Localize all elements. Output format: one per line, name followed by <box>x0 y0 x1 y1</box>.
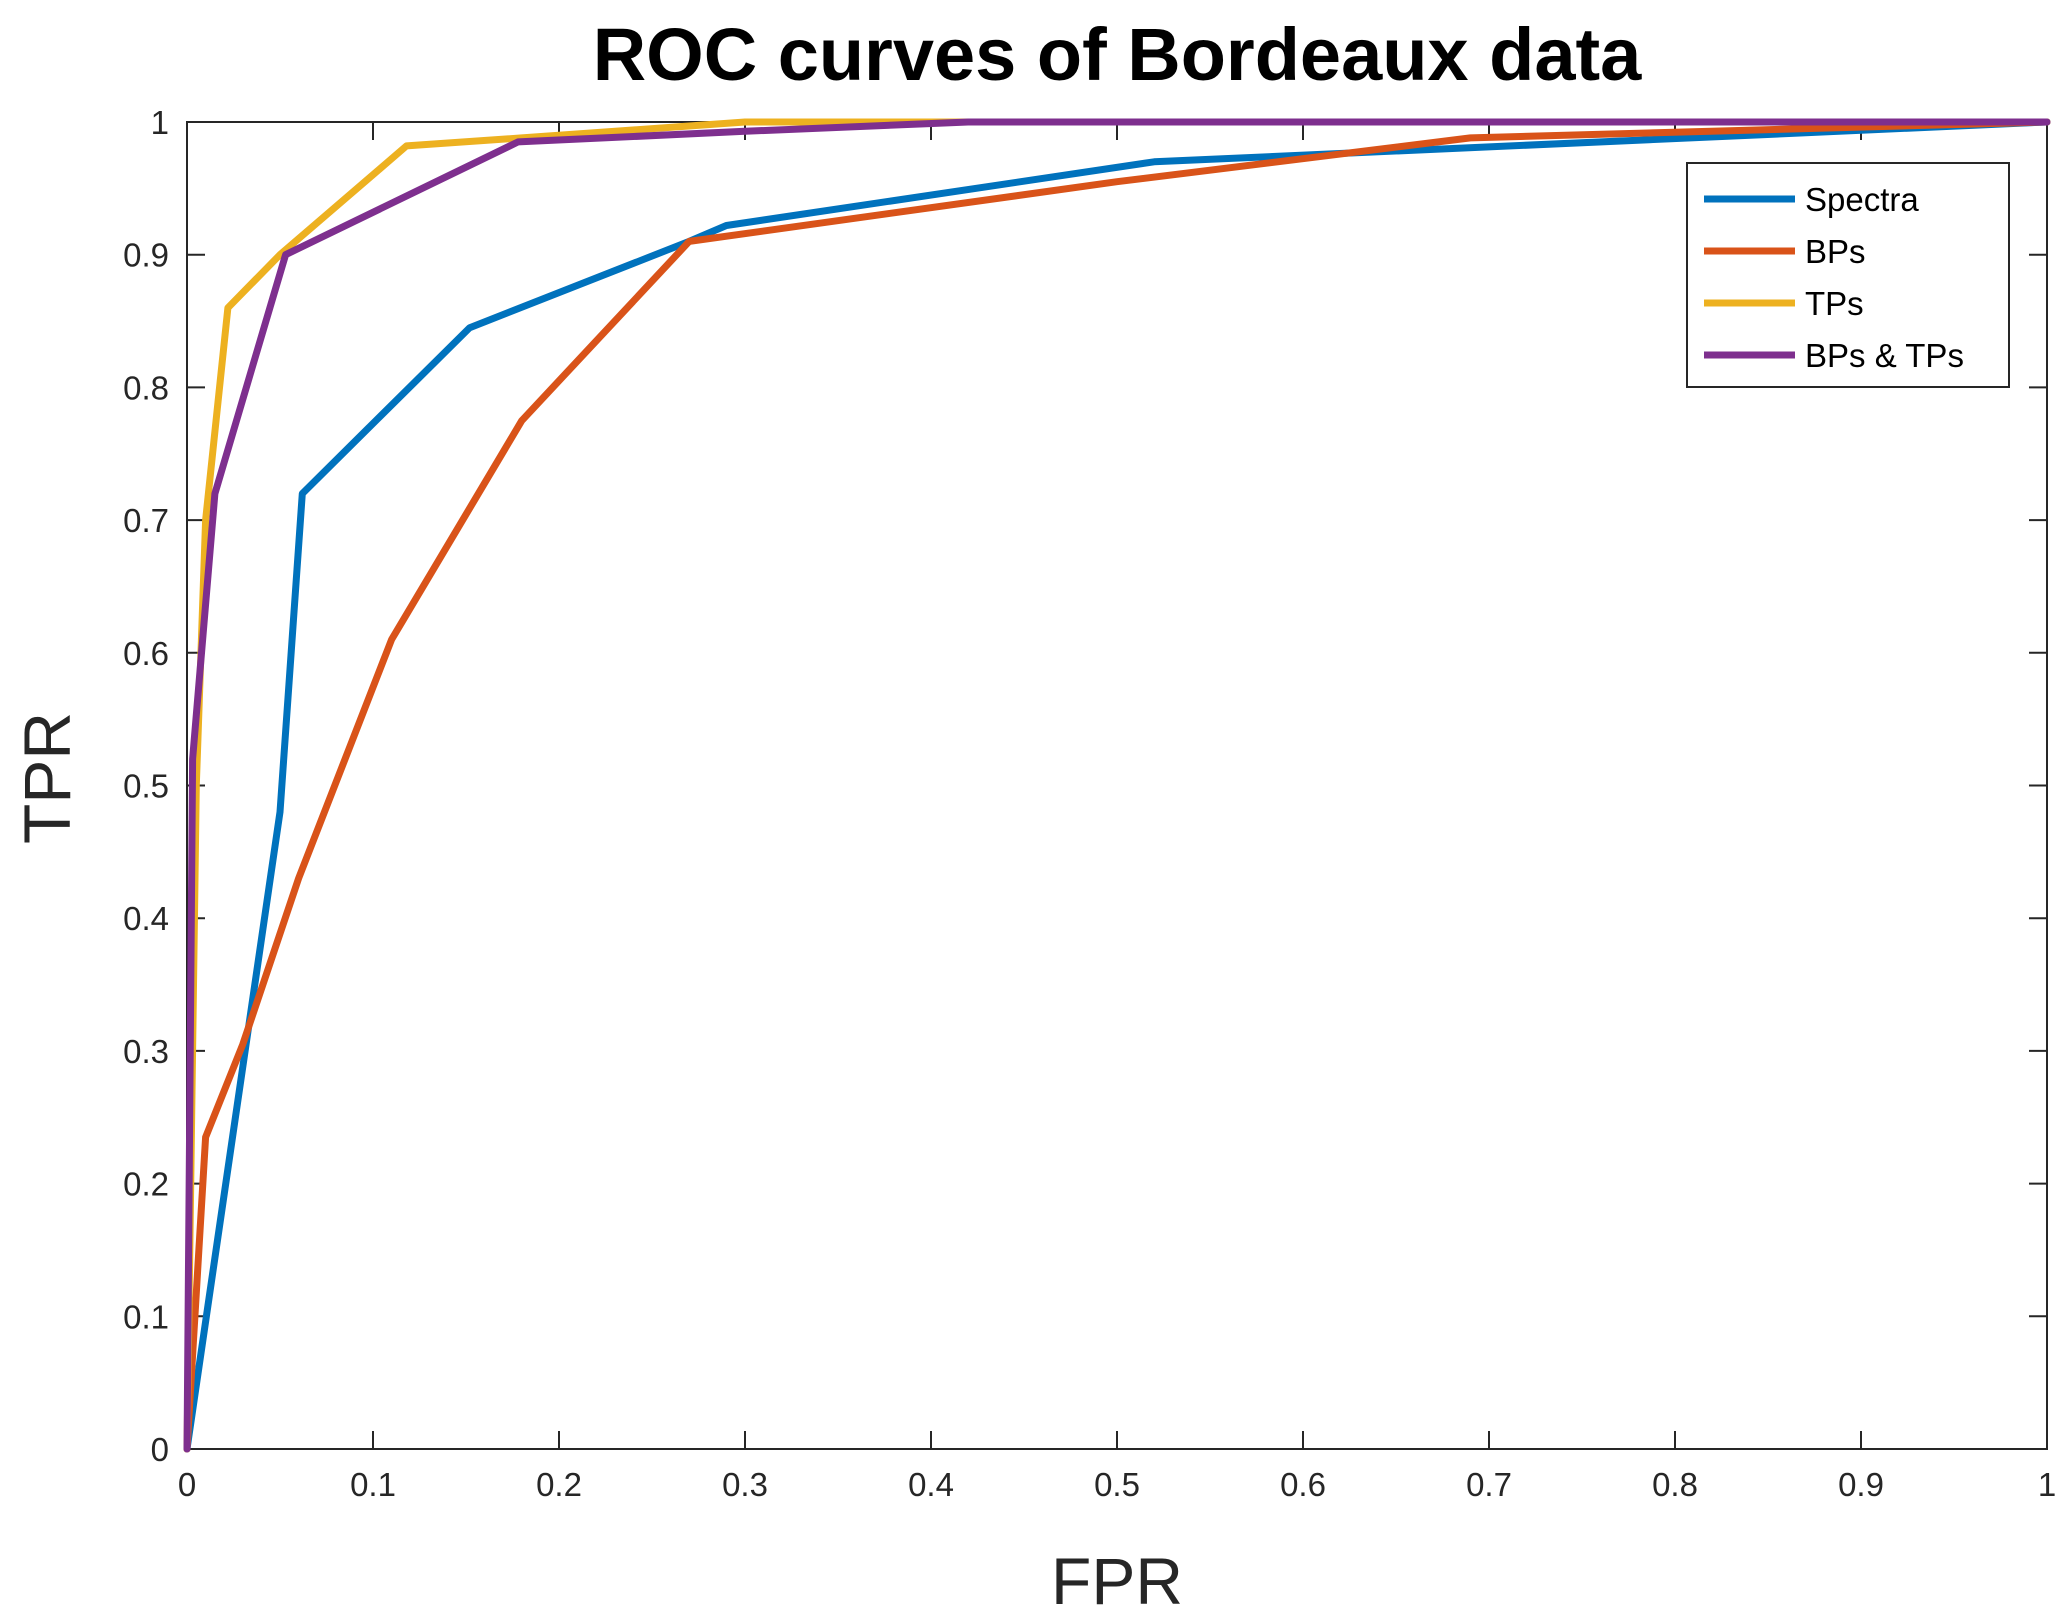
y-tick-label: 0.3 <box>123 1033 169 1070</box>
x-tick-label: 1 <box>2038 1466 2056 1503</box>
y-tick-label: 0.5 <box>123 768 169 805</box>
y-tick-label: 0.9 <box>123 237 169 274</box>
series-line-4 <box>183 118 2051 1453</box>
y-tick-label: 0.4 <box>123 900 169 937</box>
x-tick-label: 0.6 <box>1280 1466 1326 1503</box>
x-tick-label: 0 <box>178 1466 196 1503</box>
legend: Spectra BPs TPs BPs & TPs <box>1686 162 2010 388</box>
x-tick-label: 0.2 <box>536 1466 582 1503</box>
chart-title: ROC curves of Bordeaux data <box>593 13 1642 96</box>
y-tick-label: 0.1 <box>123 1298 169 1335</box>
x-tick-label: 0.7 <box>1466 1466 1512 1503</box>
legend-entry: Spectra <box>1805 181 1919 218</box>
y-tick-label: 1 <box>151 104 169 141</box>
y-tick-label: 0.7 <box>123 502 169 539</box>
legend-entry: TPs <box>1805 285 1864 322</box>
y-axis-label: TPR <box>10 712 84 844</box>
series-line-2 <box>183 118 2051 1453</box>
series-line-1 <box>183 118 2051 1453</box>
y-tick-label: 0.6 <box>123 635 169 672</box>
x-axis-label: FPR <box>1051 1544 1183 1616</box>
y-tick-label: 0.2 <box>123 1166 169 1203</box>
x-tick-label: 0.8 <box>1652 1466 1698 1503</box>
x-tick-label: 0.4 <box>908 1466 954 1503</box>
legend-entry: BPs <box>1805 233 1866 270</box>
legend-entry: BPs & TPs <box>1805 337 1964 374</box>
y-tick-label: 0.8 <box>123 369 169 406</box>
x-tick-label: 0.3 <box>722 1466 768 1503</box>
x-tick-label: 0.5 <box>1094 1466 1140 1503</box>
x-tick-label: 0.1 <box>350 1466 396 1503</box>
x-tick-label: 0.9 <box>1838 1466 1884 1503</box>
y-tick-label: 0 <box>151 1431 169 1468</box>
